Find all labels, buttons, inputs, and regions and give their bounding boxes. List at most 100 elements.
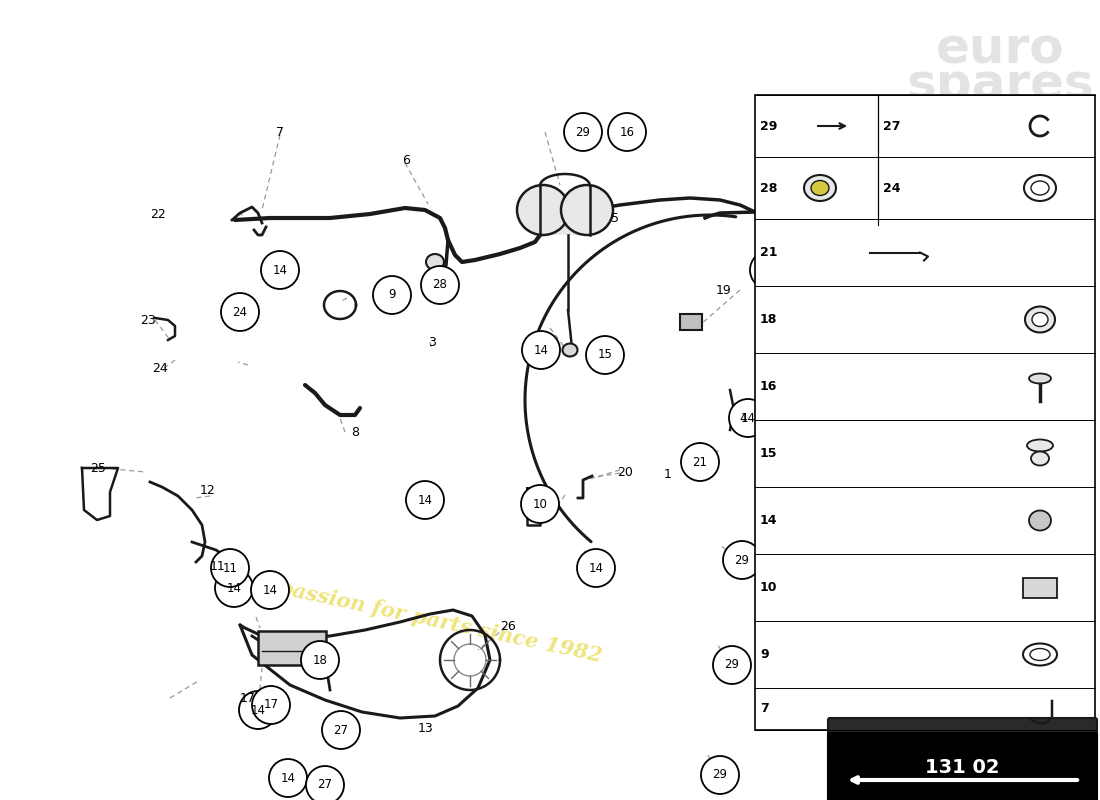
Circle shape <box>782 361 820 399</box>
Text: 14: 14 <box>534 343 549 357</box>
Text: 18: 18 <box>312 654 328 666</box>
Text: 27: 27 <box>883 119 901 133</box>
Text: 14: 14 <box>273 263 287 277</box>
Text: 2: 2 <box>834 211 842 225</box>
Ellipse shape <box>1031 181 1049 195</box>
Text: 15: 15 <box>760 447 778 460</box>
Circle shape <box>801 246 839 284</box>
Text: 23: 23 <box>140 314 156 326</box>
Ellipse shape <box>1027 439 1053 451</box>
Circle shape <box>701 756 739 794</box>
Text: 20: 20 <box>617 466 632 479</box>
Ellipse shape <box>811 181 829 195</box>
Text: 12: 12 <box>200 483 216 497</box>
Circle shape <box>301 641 339 679</box>
Ellipse shape <box>804 175 836 201</box>
Text: 14: 14 <box>280 771 296 785</box>
Text: 29: 29 <box>793 374 808 386</box>
Text: 131 02: 131 02 <box>925 758 1000 777</box>
Text: 14: 14 <box>740 411 756 425</box>
Text: 4: 4 <box>739 411 747 425</box>
Circle shape <box>750 251 788 289</box>
Text: 7: 7 <box>760 702 769 715</box>
Text: 14: 14 <box>227 582 242 594</box>
Circle shape <box>608 113 646 151</box>
Text: 9: 9 <box>760 648 769 661</box>
Text: 29: 29 <box>713 769 727 782</box>
Ellipse shape <box>1028 510 1050 530</box>
Text: 21: 21 <box>761 263 777 277</box>
Circle shape <box>270 759 307 797</box>
Circle shape <box>764 156 803 194</box>
Circle shape <box>239 691 277 729</box>
Circle shape <box>729 399 767 437</box>
Circle shape <box>373 276 411 314</box>
Ellipse shape <box>517 185 569 235</box>
Ellipse shape <box>561 185 613 235</box>
Text: 24: 24 <box>232 306 248 318</box>
Bar <box>1023 578 1057 598</box>
Text: 19: 19 <box>716 283 732 297</box>
Text: 21: 21 <box>760 246 778 259</box>
Ellipse shape <box>1031 451 1049 466</box>
Text: spares: spares <box>906 61 1093 109</box>
Text: 29: 29 <box>575 126 591 138</box>
Text: 28: 28 <box>760 182 778 194</box>
Bar <box>755 95 1094 730</box>
Circle shape <box>421 266 459 304</box>
Ellipse shape <box>1024 175 1056 201</box>
Ellipse shape <box>1025 306 1055 333</box>
Text: 29: 29 <box>813 258 827 271</box>
Text: 27: 27 <box>333 723 349 737</box>
Text: 27: 27 <box>318 778 332 791</box>
Text: 29: 29 <box>725 658 739 671</box>
Circle shape <box>322 711 360 749</box>
Text: 11: 11 <box>210 561 225 574</box>
Text: 7: 7 <box>276 126 284 139</box>
Ellipse shape <box>1032 313 1048 326</box>
Text: 24: 24 <box>883 182 901 194</box>
Text: 14: 14 <box>263 583 277 597</box>
Text: 5: 5 <box>610 211 619 225</box>
Text: 9: 9 <box>388 289 396 302</box>
Text: 10: 10 <box>532 498 548 510</box>
Ellipse shape <box>1023 643 1057 666</box>
Bar <box>680 314 702 330</box>
Text: a passion for parts since 1982: a passion for parts since 1982 <box>256 574 604 666</box>
Circle shape <box>586 336 624 374</box>
Text: 24: 24 <box>152 362 168 374</box>
Text: euro: euro <box>936 26 1065 74</box>
Text: 14: 14 <box>418 494 432 506</box>
Circle shape <box>252 686 290 724</box>
Ellipse shape <box>562 343 578 357</box>
Circle shape <box>261 251 299 289</box>
Text: 11: 11 <box>222 562 238 574</box>
Circle shape <box>251 571 289 609</box>
Circle shape <box>306 766 344 800</box>
Text: 17: 17 <box>264 698 278 711</box>
Circle shape <box>564 113 602 151</box>
FancyBboxPatch shape <box>828 733 1097 800</box>
Text: 15: 15 <box>597 349 613 362</box>
Ellipse shape <box>1028 374 1050 383</box>
Circle shape <box>214 569 253 607</box>
Text: 6: 6 <box>403 154 410 167</box>
Text: 13: 13 <box>418 722 433 734</box>
FancyBboxPatch shape <box>828 718 1097 762</box>
Text: 16: 16 <box>760 380 778 393</box>
Text: 22: 22 <box>150 209 166 222</box>
Bar <box>258 631 326 665</box>
Text: 8: 8 <box>351 426 359 438</box>
Circle shape <box>522 331 560 369</box>
Circle shape <box>521 485 559 523</box>
Text: 26: 26 <box>500 621 516 634</box>
Text: 16: 16 <box>619 126 635 138</box>
Text: 14: 14 <box>760 514 778 527</box>
Ellipse shape <box>426 254 444 270</box>
Circle shape <box>578 549 615 587</box>
Circle shape <box>681 443 719 481</box>
Text: 18: 18 <box>760 313 778 326</box>
Text: 17: 17 <box>240 691 256 705</box>
Ellipse shape <box>1030 649 1050 661</box>
Circle shape <box>221 293 258 331</box>
